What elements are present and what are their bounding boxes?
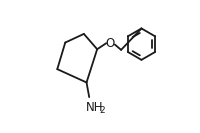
Text: O: O — [105, 37, 115, 50]
Text: NH: NH — [85, 101, 103, 114]
Text: 2: 2 — [99, 106, 105, 115]
